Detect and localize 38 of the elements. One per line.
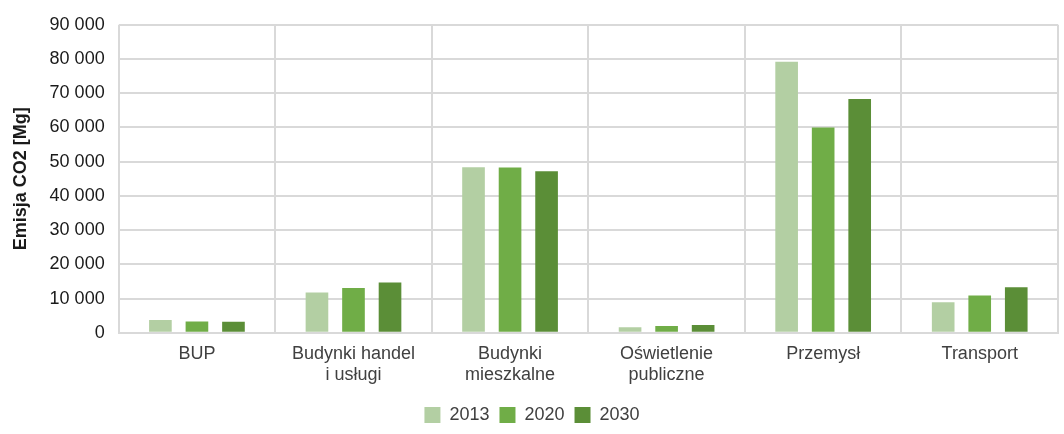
bar — [378, 282, 402, 332]
x-tick-label: Transport — [941, 342, 1018, 363]
x-tick-label: Przemysł — [786, 342, 861, 363]
y-tick-label: 60 000 — [49, 116, 105, 137]
legend-label: 2013 — [449, 403, 490, 424]
bar — [968, 295, 992, 332]
y-tick-label: 20 000 — [49, 253, 105, 274]
y-tick-label: 80 000 — [49, 47, 105, 68]
bar — [1004, 287, 1028, 332]
bar — [655, 325, 678, 332]
bar — [775, 61, 798, 332]
bar — [811, 127, 835, 332]
x-tick-label: BUP — [178, 342, 216, 363]
bar — [185, 321, 209, 332]
y-tick-label: 90 000 — [49, 13, 105, 34]
y-tick-label: 10 000 — [49, 287, 105, 308]
x-tick-label: Budynki mieszkalne — [465, 342, 556, 385]
y-tick-label: 50 000 — [49, 150, 105, 171]
bar — [931, 302, 955, 332]
bar — [222, 321, 245, 332]
bar — [149, 319, 172, 332]
bar — [691, 325, 715, 332]
bar — [535, 171, 558, 332]
bar — [618, 327, 642, 332]
legend-label: 2030 — [599, 403, 640, 424]
x-tick-label: Oświetlenie publiczne — [620, 342, 714, 385]
bar — [305, 292, 329, 332]
y-axis-title: Emisja CO2 [Mg] — [9, 107, 30, 251]
y-tick-label: 0 — [94, 321, 105, 342]
y-tick-label: 70 000 — [49, 82, 105, 103]
bar — [462, 167, 485, 332]
y-tick-label: 30 000 — [49, 219, 105, 240]
legend-label: 2020 — [524, 403, 565, 424]
bar — [342, 287, 365, 332]
bar — [498, 167, 522, 332]
x-tick-label: Budynki handel i usługi — [291, 342, 416, 385]
bar — [848, 99, 872, 332]
y-tick-label: 40 000 — [49, 184, 105, 205]
